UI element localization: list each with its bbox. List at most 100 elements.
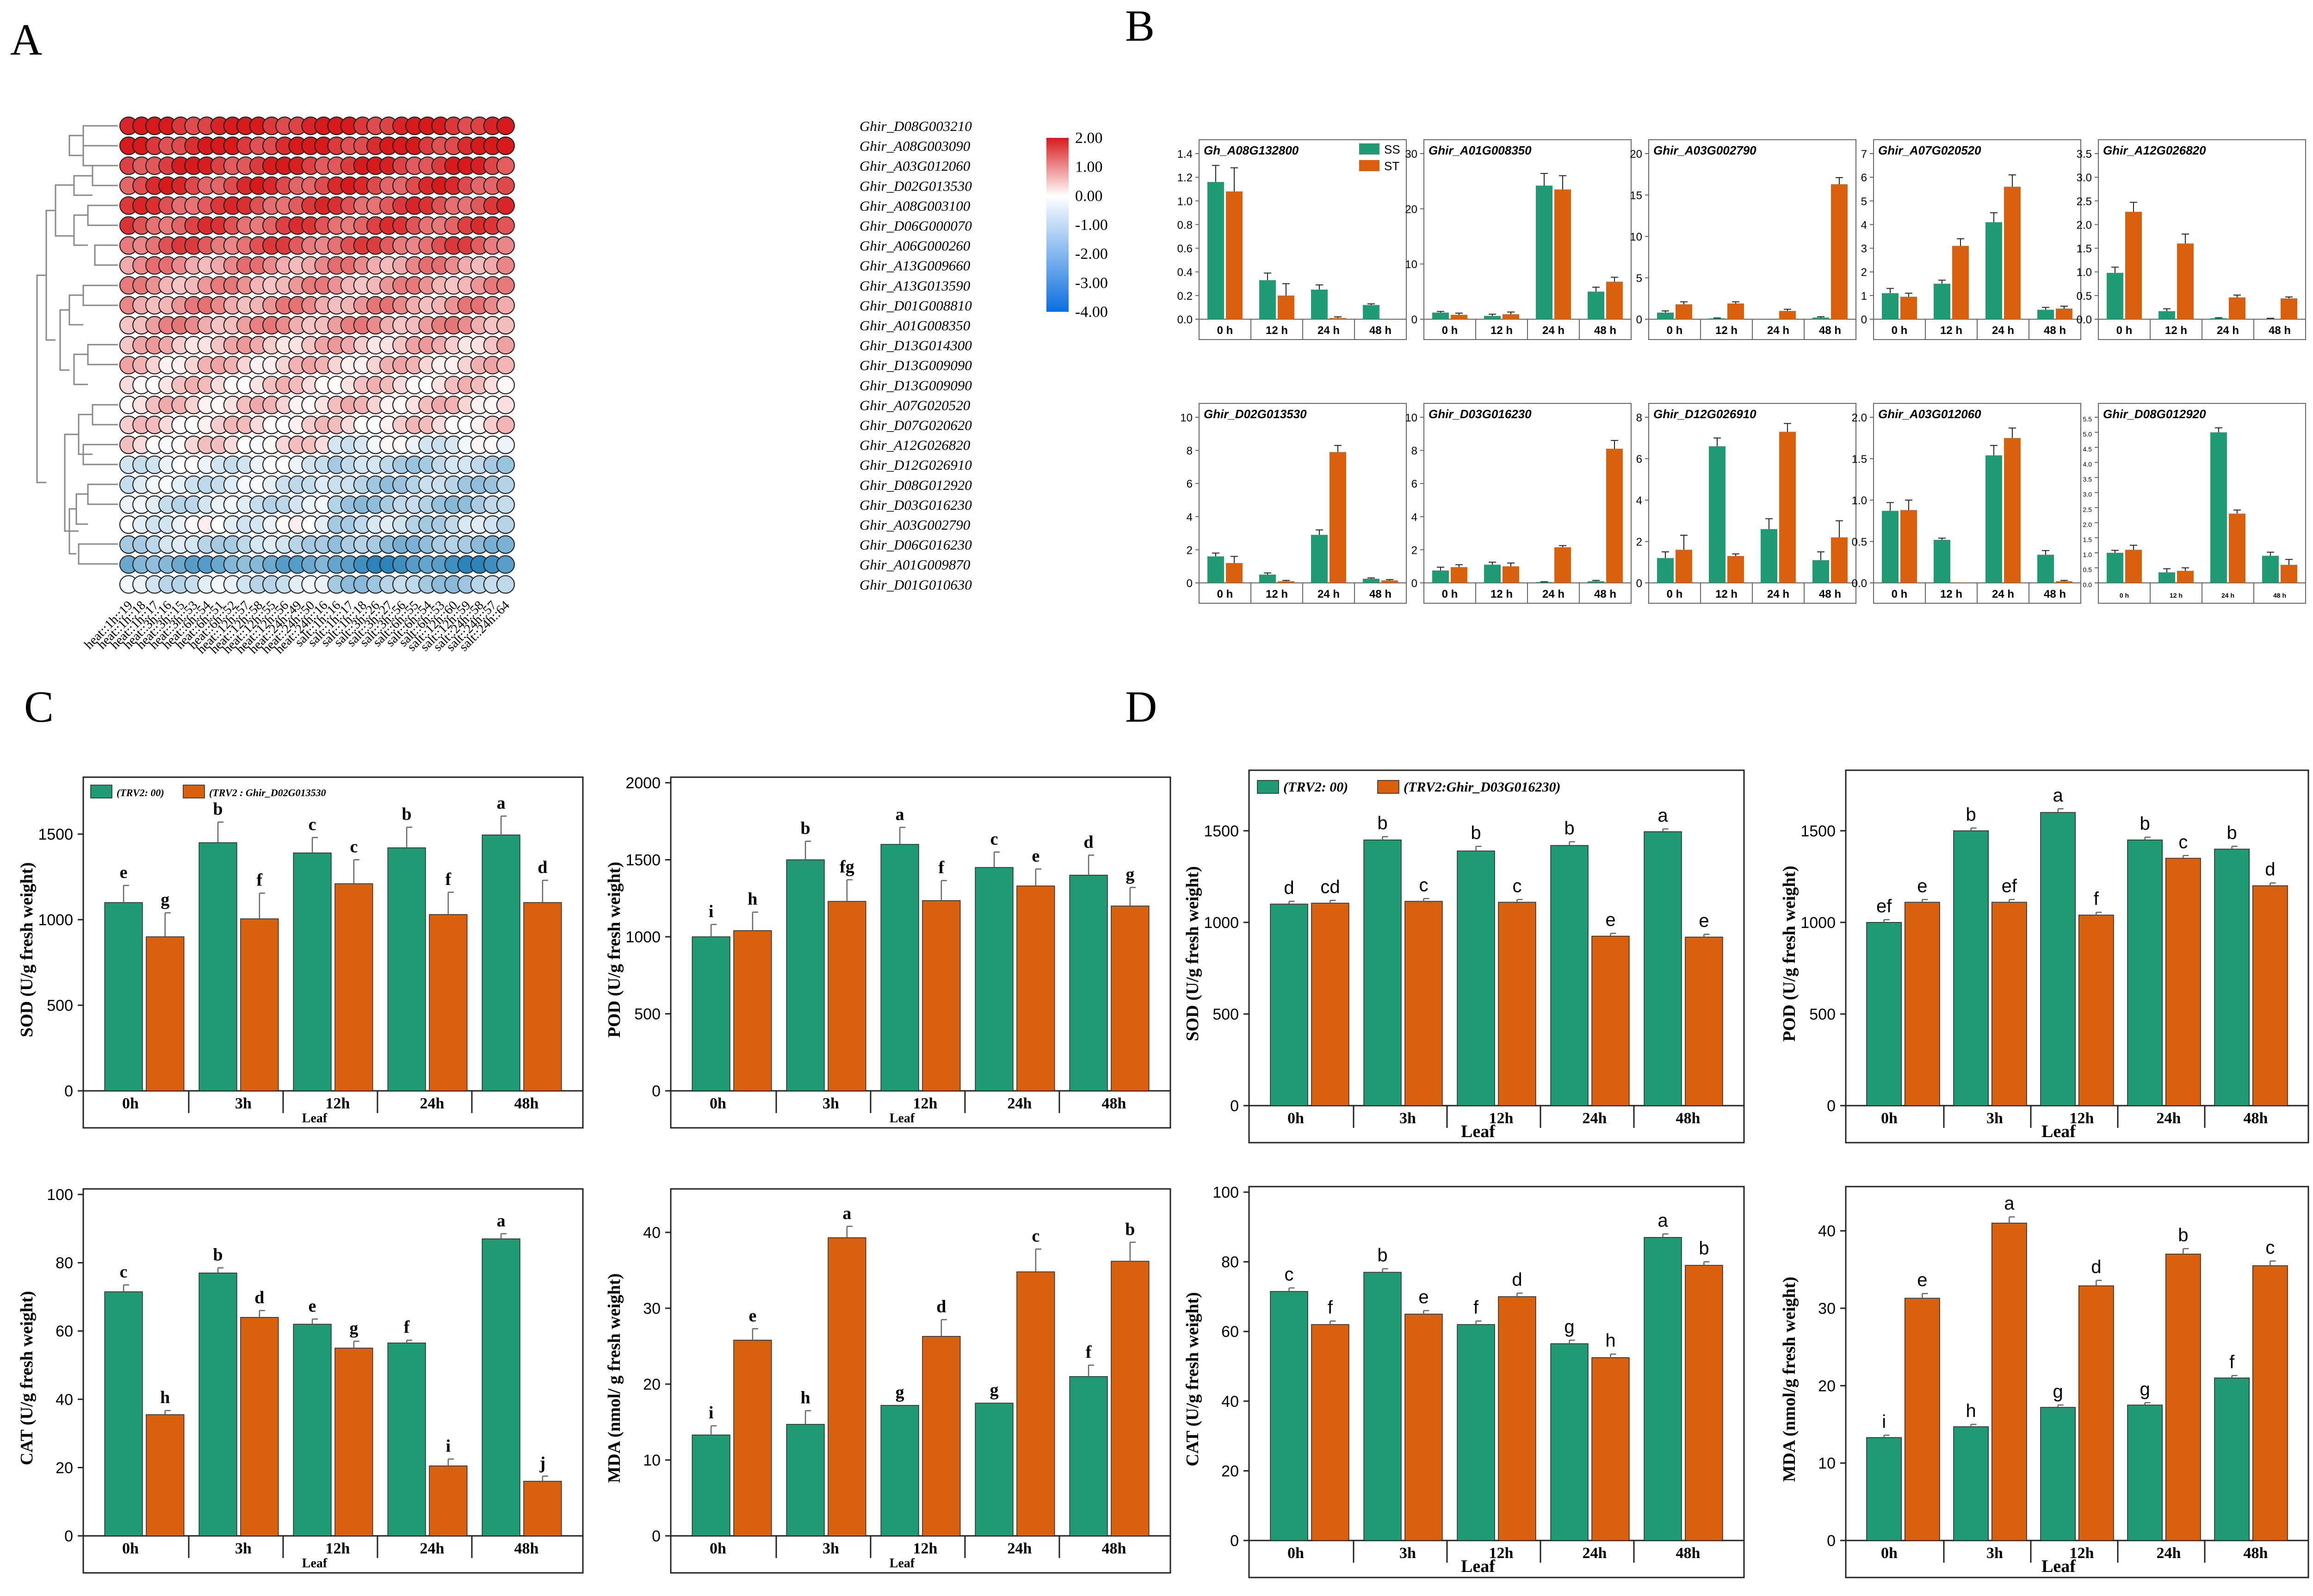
heatmap-row-label: Ghir_D07G020620 (860, 417, 972, 433)
heatmap-cell (496, 276, 515, 295)
y-axis-label: SOD (U/g fresh weight) (1183, 866, 1202, 1041)
legend-swatch-st (1359, 160, 1379, 171)
heatmap-cell (496, 335, 515, 355)
significance-letter: b (1966, 804, 1976, 825)
dendrogram-branch (78, 414, 93, 455)
x-axis-label: Leaf (302, 1111, 328, 1126)
bar-treatment (2165, 858, 2201, 1106)
bar-ss (2210, 432, 2227, 583)
bar-control (1644, 831, 1682, 1106)
x-category-label: 0 h (1442, 324, 1458, 337)
x-category-label: 3h (1399, 1545, 1416, 1562)
x-category-label: 48 h (2269, 324, 2291, 337)
y-tick-label: 4 (1411, 511, 1417, 524)
significance-letter: f (445, 870, 452, 889)
bar-st (1451, 567, 1467, 583)
x-category-label: 24h (420, 1095, 445, 1112)
subplot-title: Ghir_D08G012920 (2103, 407, 2206, 421)
heatmap-row-label: Ghir_D13G014300 (860, 337, 972, 353)
significance-letter: a (1657, 805, 1668, 826)
x-category-label: 48h (1102, 1095, 1126, 1112)
bar-ss (1812, 560, 1829, 583)
bar-control (1866, 922, 1902, 1106)
dendrogram-branch (78, 543, 118, 565)
bar-ss (1761, 319, 1777, 320)
bar-ss (1657, 558, 1674, 583)
heatmap-row-label: Ghir_D08G003210 (860, 118, 972, 134)
bar-treatment (1311, 903, 1349, 1106)
bar-treatment (146, 1414, 185, 1536)
bar-control (198, 1272, 237, 1536)
significance-letter: g (2140, 1379, 2150, 1399)
y-tick-label: 1.0 (2077, 266, 2092, 279)
significance-letter: a (896, 805, 904, 824)
bar-control (104, 902, 143, 1091)
dendrogram-branch (73, 175, 93, 196)
subplot-ghir-a07g020520: Ghir_A07G020520 0 1 2 3 4 5 6 7 0 h 12 h 24 h 48 h (1861, 139, 2081, 340)
y-tick-label: 500 (634, 1006, 661, 1023)
significance-letter: g (349, 1318, 358, 1338)
significance-letter: fg (840, 857, 854, 877)
subplot-frame (1845, 769, 2309, 1144)
y-tick-label: 30 (643, 1300, 661, 1318)
significance-letter: c (990, 829, 998, 849)
bar-ss (1709, 446, 1725, 583)
x-category-label: 0 h (2120, 592, 2129, 599)
y-tick-label: 500 (47, 997, 73, 1015)
bar-control (975, 1403, 1014, 1536)
subplot-title: Ghir_A01G008350 (1429, 143, 1532, 157)
x-category-label: 0 h (1892, 324, 1908, 337)
dendrogram-branch (87, 204, 118, 226)
significance-letter: a (2053, 785, 2064, 805)
y-tick-label: 0.6 (1177, 243, 1193, 255)
heatmap-row-label: Ghir_D03G016230 (860, 497, 972, 513)
y-tick-label: 8 (1411, 445, 1417, 458)
heatmap-cell (496, 116, 515, 136)
bar-control (1457, 850, 1495, 1106)
subplot-title: Ghir_A03G002790 (1653, 143, 1756, 157)
heatmap-cell (496, 356, 515, 375)
legend-label-treatment: (TRV2 : Ghir_D02G013530 (209, 787, 326, 798)
y-tick-label: 40 (1818, 1223, 1836, 1240)
x-category-label: 48h (2244, 1545, 2268, 1562)
bar-treatment (523, 1481, 562, 1536)
y-tick-label: 3.5 (2077, 148, 2092, 161)
bar-ss (2158, 311, 2175, 319)
bar-ss (1432, 570, 1449, 583)
significance-letter: b (1377, 813, 1387, 834)
subplot-frame (1248, 1186, 1745, 1578)
bar-treatment (1111, 1261, 1150, 1536)
dendrogram-branch (64, 433, 79, 532)
y-tick-label: 5.5 (2083, 415, 2092, 423)
significance-letter: b (1471, 823, 1481, 843)
bar-ss (1985, 222, 2002, 319)
y-tick-label: 1000 (38, 911, 73, 929)
bar-treatment (334, 1348, 373, 1536)
heatmap-row-label: Ghir_D02G013530 (860, 178, 972, 194)
bar-ss (2158, 572, 2175, 583)
y-tick-label: 10 (1630, 231, 1642, 243)
significance-letter: d (936, 1297, 946, 1317)
x-category-label: 12h (326, 1095, 350, 1112)
significance-letter: a (842, 1204, 851, 1223)
bar-ss (1812, 317, 1829, 319)
significance-letter: f (2229, 1352, 2235, 1373)
y-tick-label: 1.2 (1177, 172, 1193, 184)
bar-control (1270, 903, 1308, 1106)
y-tick-label: 6 (1861, 172, 1867, 184)
heatmap-cell (496, 495, 515, 514)
x-category-label: 0 h (1667, 324, 1683, 337)
significance-letter: i (709, 1403, 714, 1423)
x-category-label: 3h (823, 1095, 839, 1112)
heatmap-cell (496, 216, 515, 235)
bar-st (2125, 550, 2142, 583)
y-tick-label: 2 (1636, 536, 1642, 549)
significance-letter: f (404, 1318, 410, 1337)
significance-letter: e (120, 863, 128, 882)
y-tick-label: 2.0 (2077, 219, 2092, 231)
x-category-label: 0h (1287, 1110, 1304, 1127)
significance-letter: e (1605, 910, 1615, 930)
significance-letter: c (309, 815, 316, 834)
significance-letter: e (1032, 846, 1039, 866)
